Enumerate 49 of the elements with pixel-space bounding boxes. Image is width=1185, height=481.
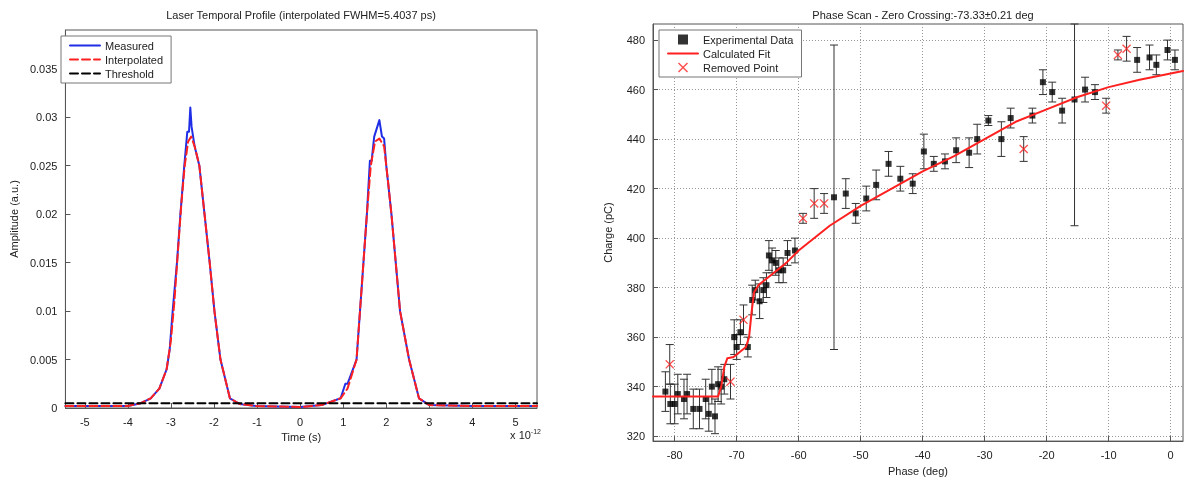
x-tick-label: -10: [1100, 448, 1117, 461]
legend-label: Calculated Fit: [703, 47, 771, 60]
x-tick-label: -50: [852, 448, 869, 461]
y-tick-label: 420: [626, 182, 645, 195]
x-tick-label: -1: [252, 415, 262, 428]
x-tick-label: -3: [166, 415, 176, 428]
y-tick-label: 0: [51, 402, 58, 414]
y-tick-label: 380: [626, 281, 645, 294]
legend-label: Removed Point: [703, 61, 779, 74]
x-axis-title: Time (s): [281, 431, 322, 444]
chart-title: Phase Scan - Zero Crossing:-73.33±0.21 deg: [812, 8, 1034, 21]
y-tick-label: 0.025: [29, 159, 58, 172]
x-tick-label: -4: [122, 415, 133, 428]
y-tick-label: 360: [626, 331, 645, 344]
chart-title: Laser Temporal Profile (interpolated FWHM=5.4037 ps): [166, 8, 436, 21]
x-tick-label: -60: [790, 448, 807, 461]
x-tick-label: 0: [297, 415, 304, 428]
x-tick-label: 3: [426, 415, 433, 428]
y-tick-label: 0.005: [29, 353, 58, 366]
x-tick-label: 0: [1167, 448, 1174, 461]
x-tick-label: 4: [469, 415, 476, 428]
x-tick-label: -5: [79, 415, 90, 428]
x-tick-label: -80: [666, 448, 683, 461]
y-tick-label: 460: [626, 83, 645, 96]
y-tick-label: 320: [626, 430, 645, 443]
y-tick-label: 0.02: [36, 208, 58, 221]
x-tick-label: 5: [512, 415, 519, 428]
x-axis-title: Phase (deg): [888, 464, 948, 477]
y-axis-title: Charge (pC): [601, 202, 614, 263]
x-tick-label: 2: [383, 415, 390, 428]
x-tick-label: -40: [914, 448, 931, 461]
y-tick-label: 0.015: [29, 256, 58, 269]
y-tick-label: 0.03: [36, 111, 58, 124]
legend-label: Threshold: [105, 67, 154, 80]
y-tick-label: 440: [626, 133, 645, 146]
x-tick-label: -20: [1038, 448, 1055, 461]
legend-label: Interpolated: [105, 53, 164, 66]
y-tick-label: 0.01: [36, 305, 58, 318]
y-tick-label: 340: [626, 380, 645, 393]
x-tick-label: -2: [209, 415, 219, 428]
legend-label: Experimental Data: [703, 33, 795, 46]
legend-label: Measured: [105, 39, 154, 52]
x-tick-label: -30: [976, 448, 993, 461]
y-axis-title: Amplitude (a.u.): [7, 180, 20, 258]
x-tick-label: 1: [340, 415, 347, 428]
y-tick-label: 400: [626, 232, 645, 245]
y-tick-label: 0.035: [29, 62, 58, 75]
x-tick-label: -70: [728, 448, 745, 461]
y-tick-label: 480: [626, 34, 645, 47]
